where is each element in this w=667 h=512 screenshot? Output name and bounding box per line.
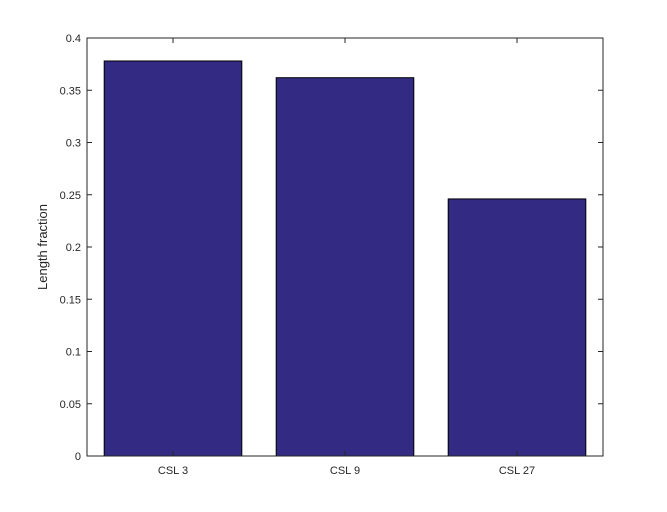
x-axis: CSL 3 CSL 9 CSL 27 <box>158 38 535 477</box>
y-tick-label: 0.35 <box>60 85 81 97</box>
y-tick-label: 0.05 <box>60 399 81 411</box>
y-tick-label: 0.4 <box>66 33 81 45</box>
x-tick-label: CSL 27 <box>499 465 535 477</box>
x-tick-label: CSL 3 <box>158 465 188 477</box>
bar-csl-9 <box>275 77 415 457</box>
y-tick-label: 0.15 <box>60 294 81 306</box>
bars-group <box>103 60 587 457</box>
y-tick-label: 0.1 <box>66 347 81 359</box>
y-tick-label: 0 <box>75 451 81 463</box>
bar-csl-3 <box>103 60 243 457</box>
y-tick-label: 0.25 <box>60 190 81 202</box>
x-tick-label: CSL 9 <box>330 465 360 477</box>
bar-csl-27 <box>447 198 587 457</box>
y-tick-label: 0.2 <box>66 242 81 254</box>
y-tick-label: 0.3 <box>66 138 81 150</box>
y-axis: 0 0.05 0.1 0.15 0.2 0.25 0.3 0.35 0.4 <box>60 33 603 463</box>
y-axis-title: Length fraction <box>35 204 50 290</box>
